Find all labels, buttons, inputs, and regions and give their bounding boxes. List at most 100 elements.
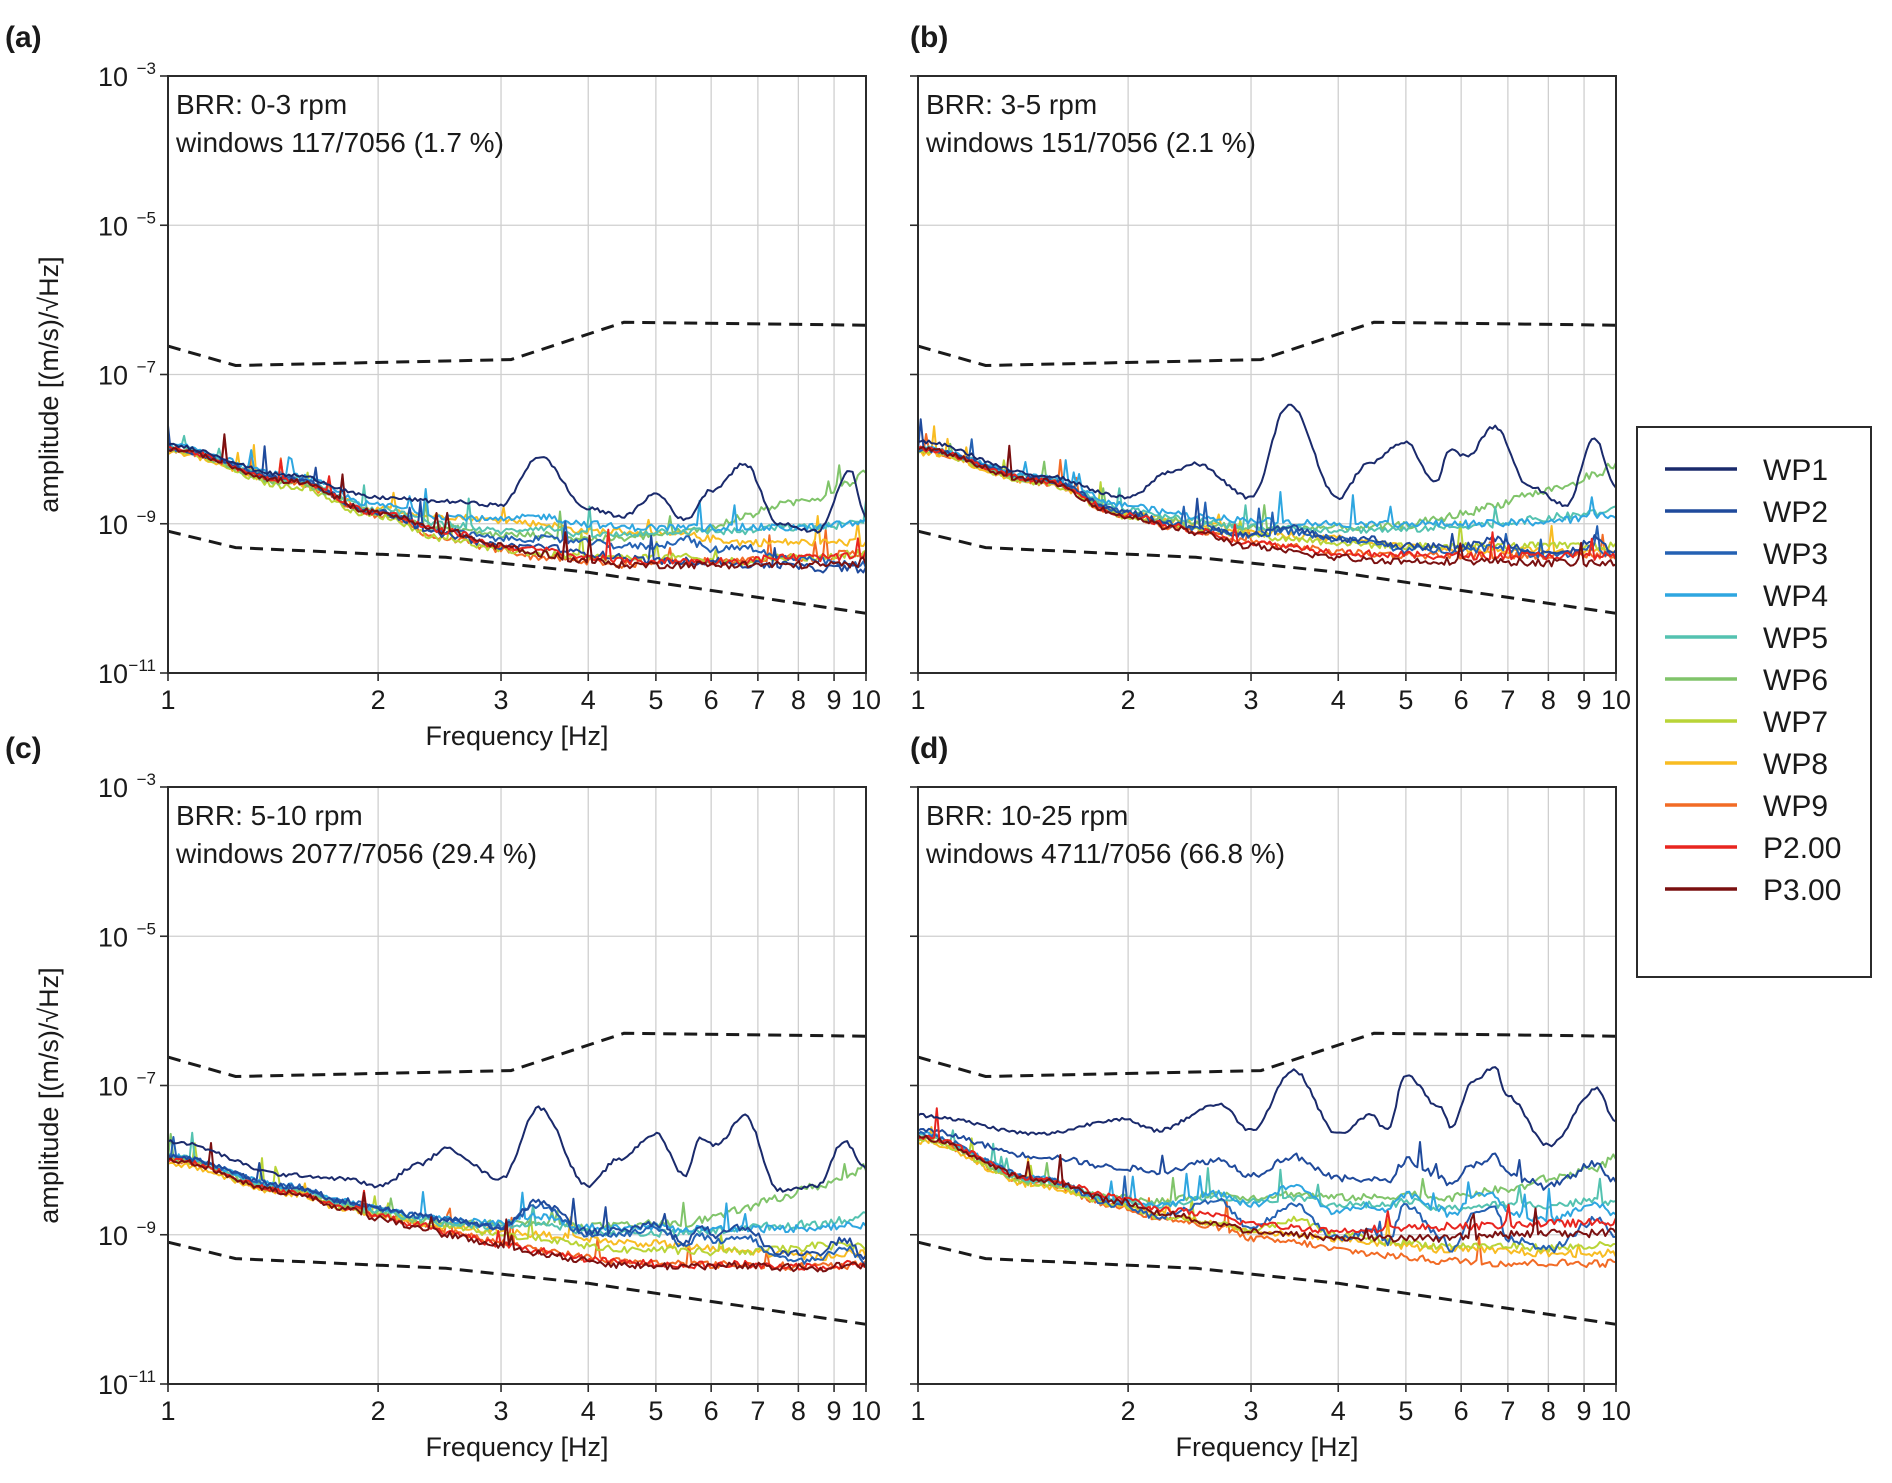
legend-label: WP5 — [1763, 622, 1828, 655]
panel-a: (a) 1 2 3 4 5 6 7 8 9 10 10−310−510−710−910−11 BR… — [5, 21, 881, 751]
limit-lines — [167, 1031, 867, 1326]
y-tick-label: 10 — [98, 361, 128, 391]
x-axis: 1 2 3 4 5 6 7 8 9 10 — [910, 673, 1631, 715]
x-tick-label: 4 — [1331, 685, 1346, 715]
x-tick-label: 4 — [581, 685, 596, 715]
series-wp1 — [917, 1066, 1617, 1148]
series-wp2 — [917, 418, 1617, 555]
x-tick-label: 5 — [1398, 685, 1413, 715]
series-wp2 — [167, 1153, 867, 1260]
y-tick-exponent: −11 — [128, 1367, 156, 1386]
y-tick-label: 10 — [98, 510, 128, 540]
y-tick-label: 10 — [98, 211, 128, 241]
legend-entry: WP7 — [1665, 706, 1828, 739]
series-wp9 — [167, 1157, 867, 1271]
x-tick-label: 1 — [160, 1396, 175, 1426]
annotation-windows: windows 4711/7056 (66.8 %) — [925, 838, 1285, 869]
x-tick-label: 10 — [1601, 1396, 1631, 1426]
y-tick-label: 10 — [98, 773, 128, 803]
series-wp6 — [167, 445, 867, 542]
series-p3-00 — [167, 1142, 867, 1273]
legend-label: WP3 — [1763, 538, 1828, 571]
x-axis-label: Frequency [Hz] — [425, 1432, 608, 1462]
legend-entry: P2.00 — [1665, 832, 1841, 865]
legend-label: WP7 — [1763, 706, 1828, 739]
y-tick-exponent: −9 — [137, 507, 156, 526]
y-tick-exponent: −3 — [137, 770, 156, 789]
series-wp3 — [167, 1136, 867, 1266]
y-tick-label: 10 — [98, 1221, 128, 1251]
noise-limit-upper — [167, 1031, 867, 1079]
limit-lines — [917, 1031, 1617, 1326]
series-p3-00 — [167, 433, 867, 570]
x-tick-label: 9 — [1577, 1396, 1592, 1426]
x-tick-label: 1 — [910, 685, 925, 715]
series-wp4 — [917, 1131, 1617, 1223]
x-tick-label: 2 — [371, 1396, 386, 1426]
x-tick-label: 1 — [910, 1396, 925, 1426]
legend-entry: WP4 — [1665, 580, 1828, 613]
noise-limit-lower — [167, 1240, 867, 1326]
series-wp1 — [167, 442, 867, 534]
noise-limit-lower — [917, 1240, 1617, 1326]
series-lines — [917, 403, 1617, 568]
y-tick-exponent: −5 — [137, 208, 156, 227]
legend-entry: WP2 — [1665, 496, 1828, 529]
y-tick-label: 10 — [98, 1072, 128, 1102]
legend-label: WP4 — [1763, 580, 1828, 613]
legend-label: WP8 — [1763, 748, 1828, 781]
y-tick-label: 10 — [98, 659, 128, 689]
noise-limit-lower — [167, 529, 867, 615]
x-tick-label: 6 — [1454, 685, 1469, 715]
grid — [168, 787, 866, 1384]
x-tick-label: 1 — [160, 685, 175, 715]
x-tick-label: 5 — [648, 1396, 663, 1426]
panel-d: (d) 1 2 3 4 5 6 7 8 9 10 BRR: 10-25 rpm windows 4… — [910, 732, 1631, 1462]
y-axis — [910, 786, 918, 1385]
noise-limit-upper — [917, 320, 1617, 368]
series-wp4 — [917, 445, 1617, 529]
legend-entry: WP1 — [1665, 454, 1828, 487]
annotation-brr: BRR: 5-10 rpm — [176, 800, 363, 831]
y-tick-exponent: −9 — [137, 1218, 156, 1237]
legend-label: P3.00 — [1763, 874, 1841, 907]
x-tick-label: 7 — [750, 685, 765, 715]
series-wp1 — [917, 403, 1617, 507]
x-tick-label: 7 — [1500, 685, 1515, 715]
x-axis: 1 2 3 4 5 6 7 8 9 10 — [910, 1384, 1631, 1426]
noise-limit-upper — [917, 1031, 1617, 1079]
series-wp2 — [917, 1127, 1617, 1191]
series-p3-00 — [917, 444, 1617, 568]
grid — [168, 76, 866, 673]
annotation-windows: windows 151/7056 (2.1 %) — [925, 127, 1256, 158]
noise-limit-upper — [167, 320, 867, 368]
legend-label: WP6 — [1763, 664, 1828, 697]
panel-label: (a) — [5, 21, 42, 54]
legend-entries: WP1 WP2 WP3 WP4 WP5 WP6 WP7 WP8 WP9 P2.00 P3.00 — [1665, 454, 1841, 907]
legend-box — [1636, 426, 1872, 978]
y-axis: 10−310−510−710−910−11 — [98, 770, 168, 1400]
x-tick-label: 8 — [1541, 1396, 1556, 1426]
x-tick-label: 6 — [704, 1396, 719, 1426]
legend-entry: WP9 — [1665, 790, 1828, 823]
series-lines — [167, 1105, 867, 1273]
legend-label: WP1 — [1763, 454, 1828, 487]
x-tick-label: 8 — [1541, 685, 1556, 715]
annotation-brr: BRR: 10-25 rpm — [926, 800, 1128, 831]
annotation-brr: BRR: 0-3 rpm — [176, 89, 347, 120]
y-tick-exponent: −3 — [137, 59, 156, 78]
x-axis-label: Frequency [Hz] — [425, 721, 608, 751]
x-tick-label: 3 — [494, 685, 509, 715]
y-axis-label: amplitude [(m/s)/√Hz] — [34, 967, 64, 1223]
x-tick-label: 9 — [1577, 685, 1592, 715]
x-tick-label: 4 — [581, 1396, 596, 1426]
panel-b: (b) 1 2 3 4 5 6 7 8 9 10 BRR: 3-5 rpm windows 151… — [910, 21, 1631, 715]
series-wp1 — [167, 1105, 867, 1193]
x-tick-label: 2 — [1121, 685, 1136, 715]
series-wp7 — [167, 448, 867, 566]
y-tick-label: 10 — [98, 1370, 128, 1400]
x-tick-label: 10 — [851, 1396, 881, 1426]
panel-c: (c) 1 2 3 4 5 6 7 8 9 10 10−310−510−710−910−11 BR… — [5, 732, 881, 1462]
x-tick-label: 9 — [827, 685, 842, 715]
